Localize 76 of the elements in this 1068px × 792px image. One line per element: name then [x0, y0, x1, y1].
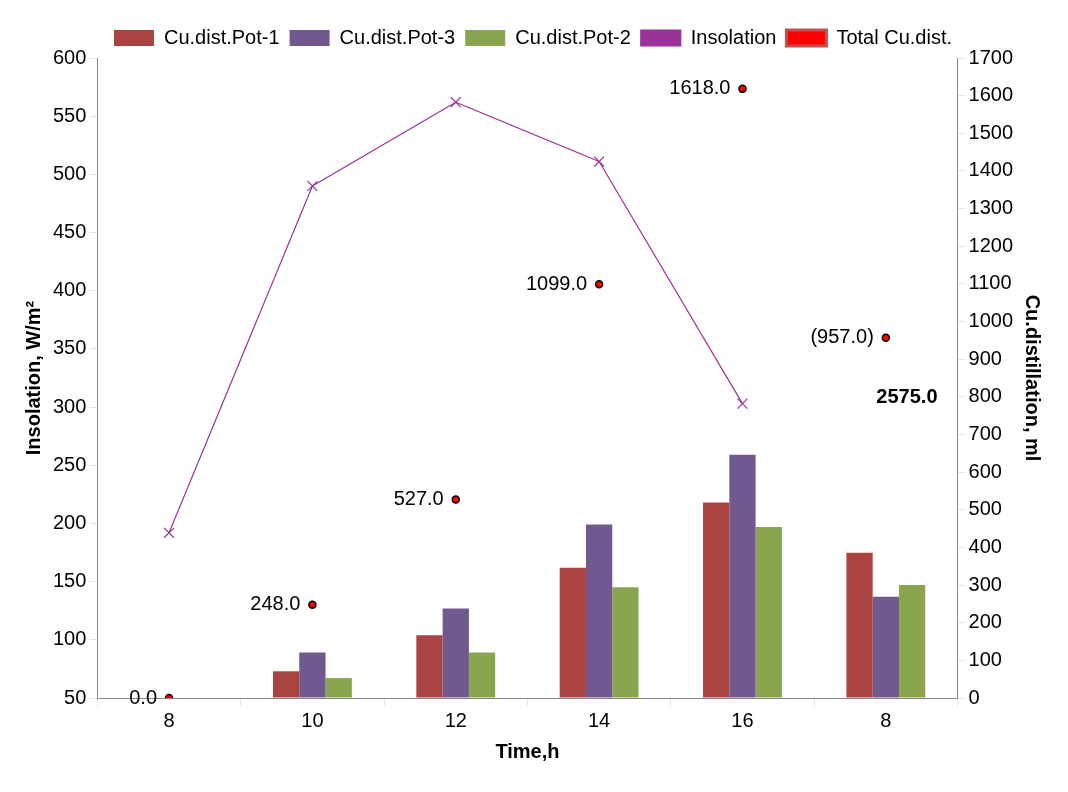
legend-label: Cu.dist.Pot-2 — [515, 25, 631, 48]
legend-label: Cu.dist.Pot-3 — [339, 25, 456, 48]
y2-tick-label: 600 — [968, 459, 1002, 482]
y2-tick-label: 100 — [968, 647, 1002, 670]
y-tick-label: 250 — [52, 452, 87, 475]
y2-tick-label: 1700 — [968, 45, 1014, 68]
y-tick-label: 100 — [52, 627, 87, 650]
y-axis-title: Insolation, W/m² — [21, 300, 44, 456]
point — [451, 495, 461, 504]
y2-tick-label: 0 — [968, 685, 980, 708]
y2-tick-label: 1100 — [968, 271, 1012, 294]
y2-tick-label: 800 — [968, 384, 1002, 407]
y-tick-label: 50 — [64, 685, 87, 708]
x-tick-label: 8 — [880, 708, 892, 731]
bar — [585, 524, 613, 698]
bar — [416, 635, 443, 698]
point — [594, 280, 604, 289]
point — [593, 156, 605, 168]
point — [881, 333, 891, 342]
x-axis-title: Time,h — [495, 739, 560, 762]
data-label: 527.0 — [393, 487, 444, 510]
y2-tick-label: 1000 — [968, 309, 1014, 332]
y2-tick-label: 1300 — [968, 196, 1014, 219]
bar — [325, 678, 352, 698]
point — [308, 600, 317, 609]
point — [306, 180, 318, 192]
bar — [299, 652, 326, 698]
point — [736, 398, 749, 410]
y-tick-label: 400 — [52, 278, 87, 301]
legend-label: Total Cu.dist. — [836, 25, 953, 48]
bar — [703, 502, 730, 698]
annotation: 2575.0 — [876, 384, 938, 407]
bar — [846, 552, 873, 698]
y2-axis-title: Cu.distillation, ml — [1022, 294, 1045, 462]
point — [738, 84, 747, 94]
y2-tick-label: 1600 — [968, 83, 1014, 106]
y-tick-label: 500 — [52, 161, 87, 184]
bar — [272, 671, 300, 698]
data-label: 0.0 — [129, 685, 158, 708]
y2-tick-label: 1500 — [968, 120, 1014, 143]
point — [163, 527, 175, 539]
legend-label: Cu.dist.Pot-1 — [163, 25, 280, 48]
y2-tick-label: 200 — [968, 610, 1002, 633]
bar — [442, 608, 469, 698]
bar — [755, 527, 782, 698]
y2-tick-label: 500 — [968, 497, 1002, 520]
y-tick-label: 550 — [52, 103, 87, 126]
legend-label: Insolation — [690, 25, 777, 48]
point — [450, 96, 462, 108]
x-tick-label: 14 — [587, 708, 611, 731]
data-label: 1618.0 — [669, 76, 731, 99]
data-label: 1099.0 — [525, 271, 588, 294]
x-tick-label: 16 — [731, 708, 754, 731]
bar — [729, 454, 756, 698]
y-tick-label: 450 — [52, 220, 87, 243]
y2-tick-label: 300 — [968, 572, 1002, 595]
bar — [898, 585, 926, 698]
x-tick-label: 10 — [301, 708, 324, 731]
y-tick-label: 300 — [52, 394, 87, 417]
y-tick-label: 600 — [52, 45, 87, 68]
y2-tick-label: 700 — [968, 421, 1002, 444]
x-tick-label: 8 — [163, 708, 175, 731]
y-tick-label: 150 — [52, 569, 87, 592]
data-label: 248.0 — [250, 592, 301, 615]
y2-tick-label: 1400 — [968, 158, 1014, 181]
y2-tick-label: 1200 — [968, 233, 1014, 256]
x-tick-label: 12 — [444, 708, 467, 731]
bar — [612, 587, 639, 698]
y2-tick-label: 400 — [968, 534, 1002, 557]
bar — [559, 567, 586, 698]
y2-tick-label: 900 — [968, 346, 1002, 369]
bar — [872, 596, 899, 698]
y-tick-label: 200 — [52, 510, 87, 533]
data-label: (957.0) — [810, 325, 874, 348]
y-tick-label: 350 — [52, 336, 87, 359]
bar — [468, 652, 496, 698]
